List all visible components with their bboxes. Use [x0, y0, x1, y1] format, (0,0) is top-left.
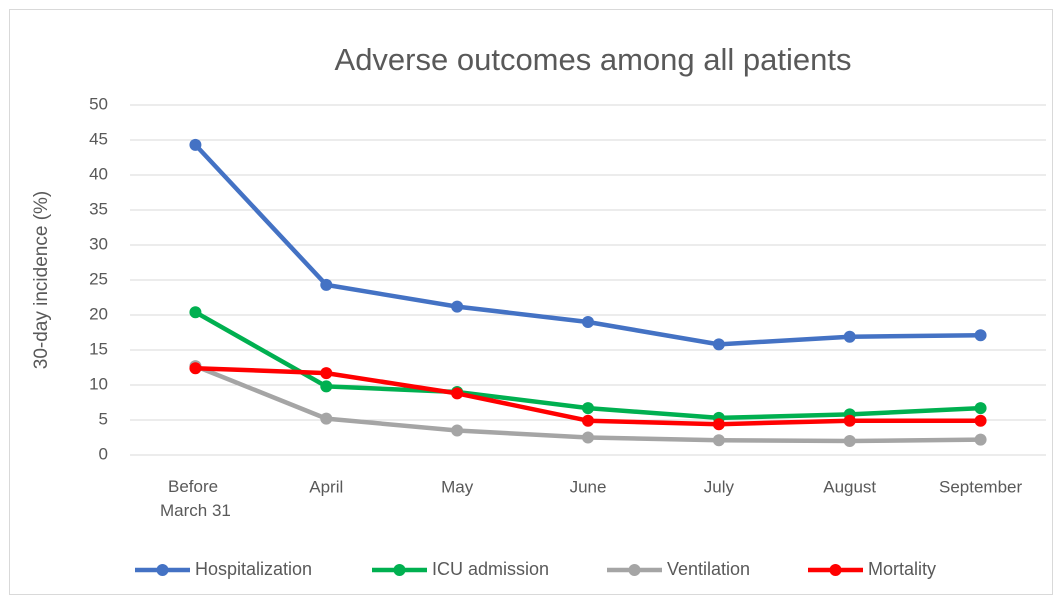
legend-label: Mortality [868, 559, 936, 579]
chart-frame [9, 9, 1053, 595]
x-tick-label: April [309, 477, 343, 496]
data-point [320, 380, 333, 393]
data-point [712, 434, 725, 447]
legend-label: Ventilation [667, 559, 750, 579]
x-tick-label: June [570, 477, 607, 496]
y-tick-label: 10 [89, 374, 108, 393]
y-tick-label: 15 [89, 339, 108, 358]
y-tick-label: 50 [89, 94, 108, 113]
x-tick-label: May [441, 477, 474, 496]
data-point [974, 414, 987, 427]
data-point [320, 412, 333, 425]
data-point [451, 300, 464, 313]
x-tick-label: September [939, 477, 1022, 496]
y-tick-label: 0 [99, 444, 108, 463]
data-point [582, 414, 594, 427]
data-point [843, 435, 856, 447]
legend-label: Hospitalization [195, 559, 312, 579]
data-point [712, 418, 725, 431]
y-tick-label: 40 [89, 164, 108, 183]
y-tick-label: 35 [89, 199, 108, 218]
x-tick-label: July [704, 477, 735, 496]
data-point [320, 367, 333, 380]
legend-marker [829, 564, 842, 576]
data-point [974, 402, 987, 415]
legend-marker [393, 564, 406, 576]
data-point [974, 433, 987, 446]
x-tick-label: August [823, 477, 876, 496]
legend-marker [628, 564, 641, 576]
data-point [582, 402, 594, 415]
data-point [582, 316, 594, 328]
y-tick-label: 20 [89, 304, 108, 323]
data-point [451, 424, 464, 437]
chart-title: Adverse outcomes among all patients [335, 42, 852, 77]
data-point [974, 329, 987, 342]
data-point [843, 330, 856, 343]
data-point [843, 414, 856, 427]
x-tick-label: Before March 31 [160, 477, 231, 520]
y-tick-label: 5 [99, 409, 108, 428]
data-point [189, 362, 202, 375]
y-tick-label: 45 [89, 129, 108, 148]
legend-label: ICU admission [432, 559, 549, 579]
y-tick-label: 30 [89, 234, 108, 253]
data-point [451, 387, 464, 400]
y-tick-label: 25 [89, 269, 108, 288]
data-point [712, 338, 725, 351]
data-point [320, 278, 333, 291]
data-point [189, 138, 202, 151]
legend-marker [156, 564, 169, 576]
data-point [582, 431, 594, 444]
data-point [189, 306, 202, 319]
y-axis-label: 30-day incidence (%) [31, 191, 52, 369]
